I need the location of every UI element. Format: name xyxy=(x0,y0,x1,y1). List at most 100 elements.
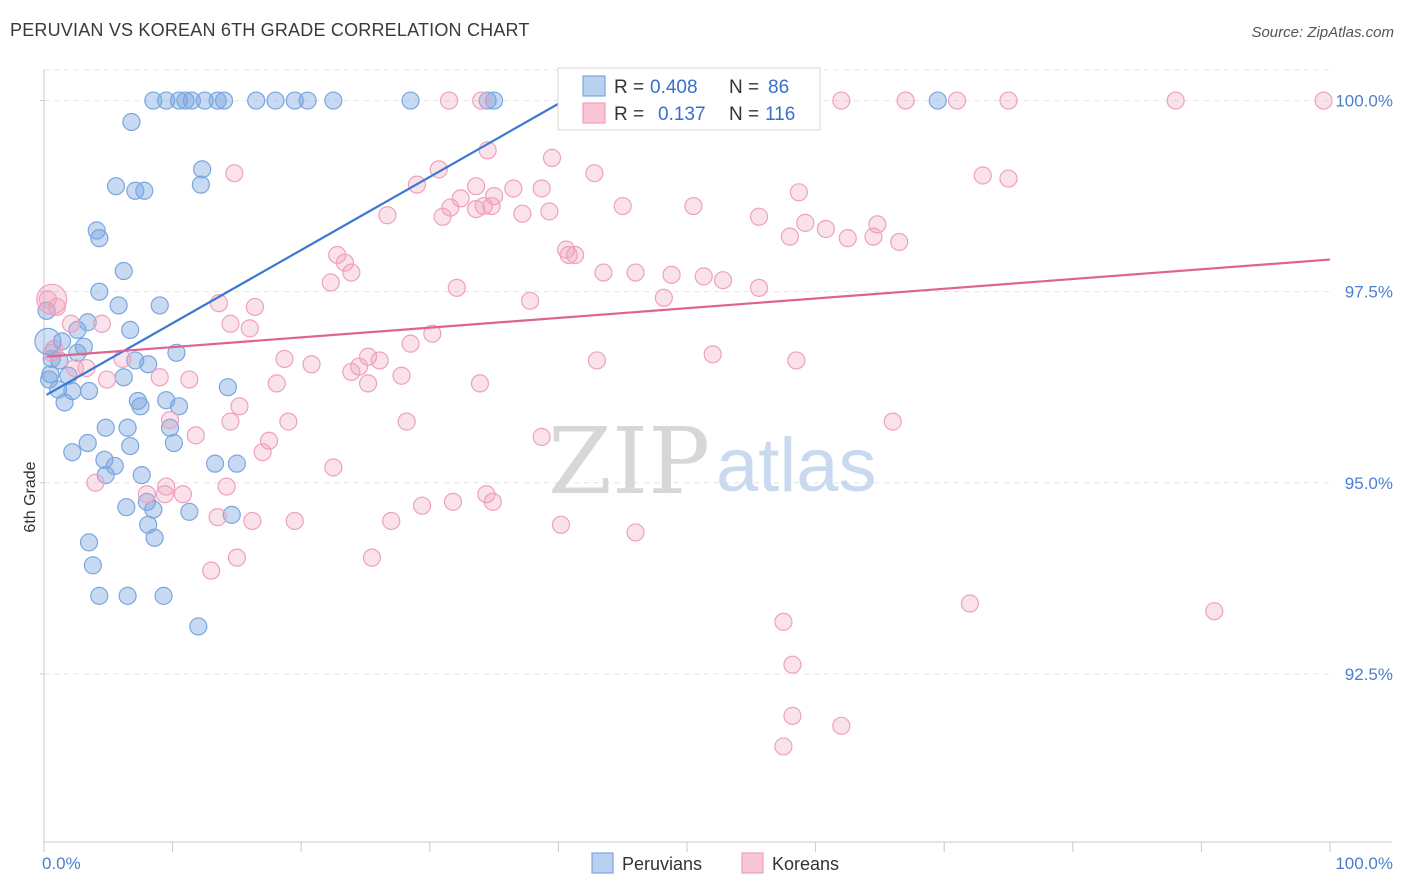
peruvians-point-12 xyxy=(324,91,343,110)
peruvians-point-2 xyxy=(169,91,189,110)
koreans-point-1 xyxy=(472,91,491,110)
peruvians-point-43 xyxy=(114,368,133,387)
koreans-point-95 xyxy=(221,412,240,431)
koreans-point-76 xyxy=(302,355,321,374)
koreans-point-31 xyxy=(441,198,460,217)
legend-n-label-2: N = xyxy=(729,104,759,125)
peruvians-point-77 xyxy=(118,586,137,605)
peruvians-point-51 xyxy=(131,397,150,416)
koreans-point-42 xyxy=(780,227,799,246)
koreans-point-49 xyxy=(559,245,578,265)
koreans-point-70 xyxy=(423,324,442,343)
peruvians-point-56 xyxy=(160,418,180,437)
koreans-point-89 xyxy=(97,370,117,389)
watermark-atlas: atlas xyxy=(716,423,877,508)
series-legend: Peruvians Koreans xyxy=(591,852,839,874)
peruvians-point-55 xyxy=(118,418,137,437)
koreans-point-78 xyxy=(392,366,411,385)
koreans-point-25 xyxy=(504,179,523,198)
koreans-point-46 xyxy=(864,227,883,246)
peruvians-point-67 xyxy=(137,492,156,511)
koreans-point-67 xyxy=(240,319,259,338)
koreans-point-65 xyxy=(245,297,265,317)
koreans-point-45 xyxy=(838,229,857,248)
legend-r-label-2: R = xyxy=(614,104,644,125)
peruvians-point-47 xyxy=(79,381,99,401)
koreans-point-17 xyxy=(542,148,562,168)
chart-title: PERUVIAN VS KOREAN 6TH GRADE CORRELATION… xyxy=(10,20,530,40)
peruvians-point-71 xyxy=(222,505,241,524)
koreans-point-27 xyxy=(789,183,808,202)
y-tick-labels: 100.0% 97.5% 95.0% 92.5% xyxy=(1335,92,1393,684)
koreans-point-85 xyxy=(587,351,607,370)
peruvians-point-65 xyxy=(96,466,115,485)
koreans-point-88 xyxy=(113,349,132,369)
peruvians-point-18 xyxy=(193,160,212,179)
legend-r-value-1: 0.408 xyxy=(650,77,698,98)
peruvians-point-7 xyxy=(214,91,234,110)
peruvians-point-4 xyxy=(182,91,201,110)
trend-lines xyxy=(46,88,1331,396)
koreans-point-83 xyxy=(703,345,722,364)
series-peruvians xyxy=(37,91,947,636)
koreans-point-106 xyxy=(86,473,105,492)
y-tick-label-0: 100.0% xyxy=(1335,92,1393,111)
peruvians-point-33 xyxy=(52,332,72,351)
koreans-point-6 xyxy=(832,91,851,110)
peruvians-point-62 xyxy=(205,454,225,473)
peruvians-point-1 xyxy=(157,91,176,110)
koreans-point-96 xyxy=(186,426,205,445)
peruvians-point-8 xyxy=(247,91,266,110)
koreans-point-0 xyxy=(439,91,459,110)
koreans-point-102 xyxy=(883,412,902,431)
axes xyxy=(40,70,1392,852)
source-label: Source: ZipAtlas.com xyxy=(1251,24,1394,41)
peruvians-point-58 xyxy=(121,436,140,456)
koreans-point-121 xyxy=(362,548,382,567)
koreans-point-103 xyxy=(137,485,156,504)
koreans-point-53 xyxy=(662,265,681,284)
koreans-point-100 xyxy=(397,412,416,431)
peruvians-point-70 xyxy=(180,502,199,521)
peruvians-point-59 xyxy=(63,443,82,462)
peruvians-point-22 xyxy=(135,181,154,200)
koreans-point-44 xyxy=(816,219,835,239)
koreans-point-57 xyxy=(328,245,347,265)
peruvians-point-24 xyxy=(90,229,109,248)
koreans-point-77 xyxy=(370,351,389,370)
legend-r-value-2: 0.137 xyxy=(658,104,706,125)
peruvians-point-69 xyxy=(144,500,163,519)
koreans-point-47 xyxy=(890,232,909,252)
koreans-point-61 xyxy=(447,278,466,297)
peruvians-point-25 xyxy=(114,261,133,281)
legend-n-value-1: 86 xyxy=(768,77,789,98)
peruvians-point-11 xyxy=(298,91,317,110)
koreans-point-59 xyxy=(342,263,361,282)
koreans-point-115 xyxy=(243,511,262,531)
peruvians-point-14 xyxy=(478,91,497,110)
koreans-point-116 xyxy=(285,511,304,531)
koreans-point-123 xyxy=(960,594,980,613)
peruvians-point-15 xyxy=(485,91,504,110)
peruvians-point-20 xyxy=(106,177,126,196)
koreans-point-99 xyxy=(279,412,298,431)
koreans-point-111 xyxy=(483,492,502,511)
koreans-point-114 xyxy=(208,508,227,527)
koreans-point-93 xyxy=(230,397,249,416)
koreans-point-32 xyxy=(482,196,501,216)
koreans-point-105 xyxy=(173,485,192,504)
koreans-point-98 xyxy=(253,443,272,462)
koreans-point-94 xyxy=(160,410,180,430)
koreans-point-37 xyxy=(540,202,559,221)
koreans-point-104 xyxy=(155,485,174,504)
koreans-point-124 xyxy=(1205,602,1224,621)
legend-swatch-peruvians xyxy=(582,75,606,97)
peruvians-point-6 xyxy=(208,91,227,110)
peruvians-point-74 xyxy=(79,533,99,552)
peruvians-point-53 xyxy=(157,391,176,410)
koreans-point-9 xyxy=(999,91,1018,110)
koreans-point-26 xyxy=(532,179,551,198)
peruvians-point-5 xyxy=(195,91,214,110)
koreans-point-41 xyxy=(796,213,815,232)
